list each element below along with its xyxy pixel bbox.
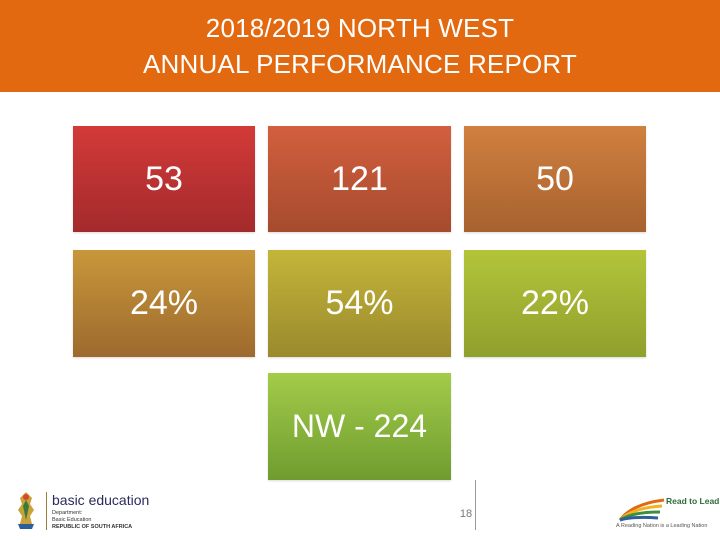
slide-title-line-1: 2018/2019 NORTH WEST	[205, 13, 515, 43]
logo-line-3: REPUBLIC OF SOUTH AFRICA	[52, 524, 133, 530]
tile-5: 54%	[268, 250, 451, 357]
tile-3: 50	[464, 126, 646, 232]
slide-title: 2018/2019 NORTH WEST ANNUAL PERFORMANCE …	[0, 0, 720, 92]
tile-1: 53	[73, 126, 255, 232]
page-number-divider	[475, 480, 476, 530]
read-to-lead-logo: Read to Lead A Reading Nation is a Leadi…	[614, 490, 720, 534]
tile-2: 121	[268, 126, 451, 232]
tile-total: NW - 224	[268, 373, 451, 480]
read-to-lead-tagline: A Reading Nation is a Leading Nation	[616, 523, 708, 529]
logo-divider	[46, 492, 47, 530]
logo-line-1: Department:	[52, 510, 83, 516]
tile-6: 22%	[464, 250, 646, 357]
read-to-lead-title: Read to Lead	[666, 496, 720, 506]
coat-of-arms-icon	[18, 492, 34, 529]
logo-line-2: Basic Education	[52, 517, 92, 523]
basic-education-logo: basic education Department: Basic Educat…	[10, 488, 170, 534]
slide-title-line-2: ANNUAL PERFORMANCE REPORT	[142, 49, 578, 79]
tile-4: 24%	[73, 250, 255, 357]
open-book-icon	[618, 498, 665, 522]
logo-name: basic education	[52, 492, 150, 508]
page-number: 18	[459, 508, 473, 520]
